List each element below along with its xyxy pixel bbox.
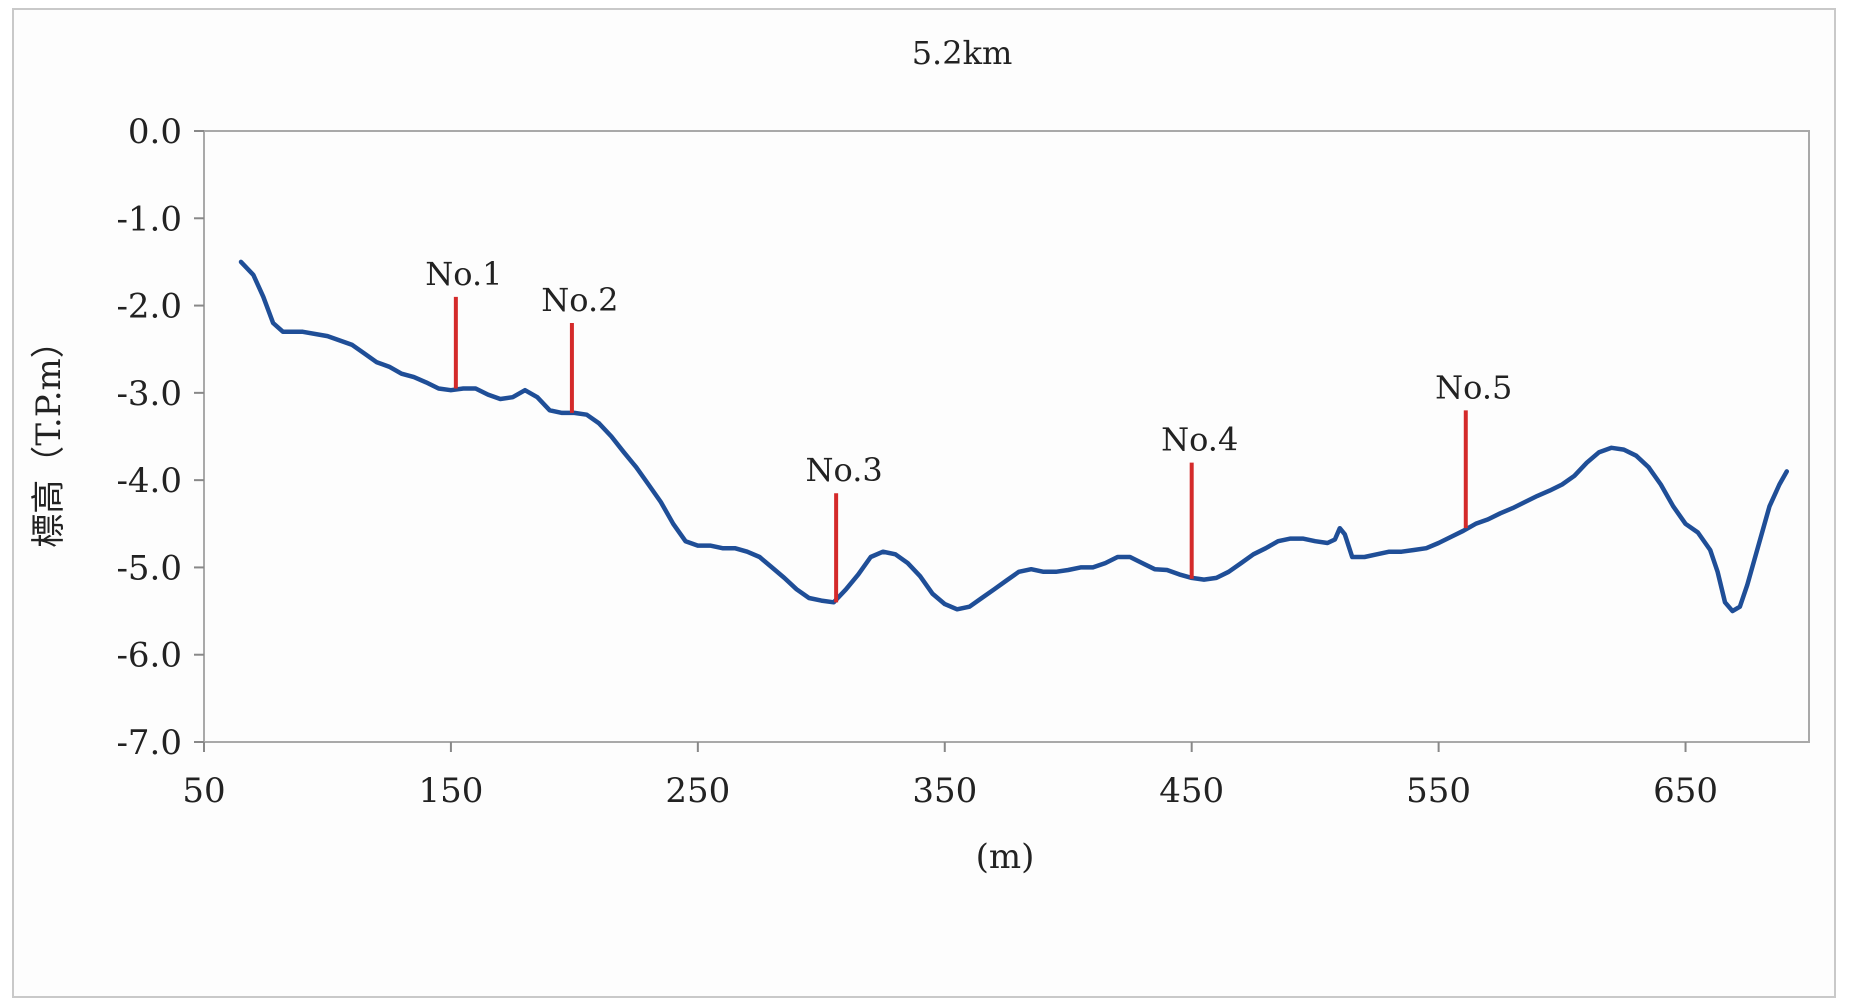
y-tick-label: -5.0 [116, 548, 182, 588]
y-tick-label: -7.0 [116, 723, 182, 763]
x-tick-label: 350 [912, 771, 977, 811]
x-tick-label: 450 [1159, 771, 1224, 811]
series-line-0 [238, 259, 1790, 614]
y-tick-label: -4.0 [116, 461, 182, 501]
x-axis: 50 150 250 350 450 550 650 [182, 742, 1718, 811]
marker-label-1: No.1 [425, 255, 502, 293]
x-axis-label: (m) [976, 837, 1035, 877]
marker-label-4: No.4 [1161, 421, 1238, 459]
series-group [238, 259, 1790, 614]
marker-label-5: No.5 [1435, 368, 1512, 406]
chart-title: 5.2km [912, 34, 1013, 72]
marker-label-2: No.2 [541, 281, 618, 319]
y-axis: 0.0 -1.0 -2.0 -3.0 -4.0 -5.0 -6.0 -7.0 [116, 112, 204, 763]
x-tick-label: 50 [182, 771, 225, 811]
x-tick-label: 550 [1406, 771, 1471, 811]
y-tick-label: 0.0 [128, 112, 182, 152]
x-tick-label: 650 [1653, 771, 1718, 811]
x-tick-label: 250 [665, 771, 730, 811]
marker-group: No.1 No.2 No.3 No.4 No.5 [425, 255, 1512, 603]
y-tick-label: -2.0 [116, 287, 182, 327]
chart-frame [12, 8, 1836, 998]
y-tick-label: -3.0 [116, 374, 182, 414]
y-tick-label: -6.0 [116, 636, 182, 676]
marker-label-3: No.3 [806, 451, 883, 489]
x-tick-label: 150 [418, 771, 483, 811]
y-axis-label: 標高（T.P.m） [29, 324, 69, 548]
plot-area [203, 130, 1810, 743]
y-tick-label: -1.0 [116, 199, 182, 239]
